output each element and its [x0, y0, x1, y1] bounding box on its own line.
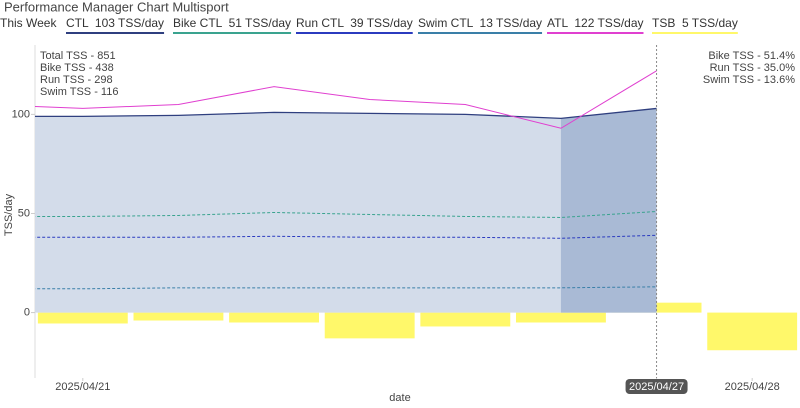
ctl-area: [35, 108, 657, 313]
y-tick-label: 50: [18, 207, 30, 219]
tsb-bar: [324, 312, 415, 339]
annotation: Swim TSS - 13.6%: [703, 74, 795, 86]
series-line: [35, 70, 657, 129]
tsb-bar: [229, 312, 320, 323]
annotation: Total TSS - 851: [40, 50, 116, 62]
legend-entry: Bike CTL 51 TSS/day: [173, 16, 291, 30]
annotation: Bike TSS - 51.4%: [708, 50, 795, 62]
legend-entry: Run CTL 39 TSS/day: [296, 16, 413, 30]
y-tick-label: 0: [24, 306, 30, 318]
annotation: Swim TSS - 116: [40, 86, 118, 98]
tsb-bar: [707, 312, 798, 351]
ctl-area-highlight: [560, 108, 657, 313]
x-axis-label: date: [389, 392, 410, 404]
series-line: [35, 286, 657, 290]
ctl-line: [35, 107, 657, 119]
annotation: Run TSS - 298: [40, 74, 113, 86]
plot-area: [35, 70, 798, 351]
series-line: [35, 211, 657, 218]
legend-entry: TSB 5 TSS/day: [652, 16, 738, 30]
x-tick-label: 2025/04/28: [725, 381, 780, 393]
y-tick-label: 100: [12, 108, 30, 120]
legend-entry: CTL 103 TSS/day: [66, 16, 164, 30]
tsb-bar: [133, 312, 224, 321]
tsb-bar: [515, 312, 606, 323]
annotation: Run TSS - 35.0%: [710, 62, 796, 74]
tsb-bar: [420, 312, 511, 327]
annotation: Bike TSS - 438: [40, 62, 114, 74]
x-tick-label: 2025/04/21: [55, 381, 110, 393]
legend-entry: Swim CTL 13 TSS/day: [418, 16, 542, 30]
chart-title: Performance Manager Chart Multisport: [4, 0, 229, 14]
legend-label: This Week: [0, 16, 57, 30]
overlay: 2025/04/21 2025/04/27 2025/04/28 Total TSS …: [40, 45, 795, 394]
tsb-bar: [37, 312, 128, 324]
legend-entry: ATL 122 TSS/day: [547, 16, 644, 30]
x-tick-label: 2025/04/27: [629, 381, 684, 393]
series-line: [35, 234, 657, 239]
x-tick-highlight: [625, 379, 688, 394]
y-axis-label: TSS/day: [3, 193, 15, 236]
